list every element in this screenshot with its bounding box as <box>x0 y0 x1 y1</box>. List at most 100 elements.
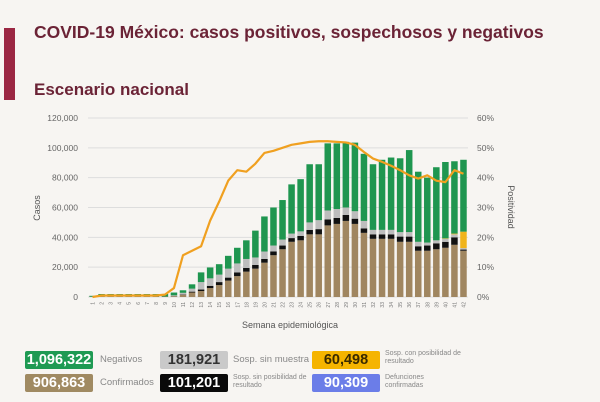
x-tick-label: 17 <box>235 302 241 308</box>
bar-segment-negativos <box>324 143 332 211</box>
bar-segment-sosp-sin-muestra <box>369 229 377 235</box>
bar-segment-sosp-sin-posibilidad-de-resultado <box>333 217 341 224</box>
y-tick-label: 60,000 <box>52 203 78 213</box>
bar-segment-negativos <box>433 167 440 241</box>
bar-segment-sosp-sin-muestra <box>261 251 268 259</box>
bar-segment-negativos <box>197 272 205 283</box>
x-tick-label: 34 <box>389 302 395 308</box>
x-tick-label: 26 <box>317 302 323 308</box>
bar-segment-negativos <box>288 184 295 234</box>
bar-segment-confirmados <box>288 241 295 297</box>
y2-tick-label: 60% <box>477 113 494 123</box>
bar-segment-negativos <box>369 164 377 230</box>
x-tick-label: 4 <box>118 302 124 305</box>
con-posibilidad-label: Sosp. con posibilidad de resultado <box>385 350 461 365</box>
bar-segment-negativos <box>442 162 449 239</box>
bar-segment-negativos <box>270 207 277 246</box>
x-axis-label: Semana epidemiológica <box>242 320 338 330</box>
x-tick-label: 13 <box>199 302 205 308</box>
defunciones-label: Defunciones confirmadas <box>385 374 424 389</box>
bar-segment-sosp-con-posibilidad-de-resultado <box>451 233 458 235</box>
bar-segment-negativos <box>224 255 232 269</box>
y2-tick-label: 50% <box>477 143 494 153</box>
y-tick-label: 120,000 <box>47 113 78 123</box>
bar-segment-sosp-sin-muestra <box>378 229 386 235</box>
x-tick-label: 9 <box>163 302 169 305</box>
y-axis-label: Casos <box>32 195 42 221</box>
bar-segment-sosp-sin-posibilidad-de-resultado <box>261 258 268 263</box>
bar-segment-negativos <box>333 143 341 209</box>
bar-segment-confirmados <box>369 238 377 297</box>
bar-segment-negativos <box>206 267 214 279</box>
bar-segment-sosp-sin-muestra <box>279 239 286 246</box>
bar-segment-negativos <box>297 179 304 232</box>
bar-segment-confirmados <box>261 262 268 297</box>
bar-segment-sosp-sin-muestra <box>342 207 350 215</box>
bar-segment-negativos <box>414 171 422 242</box>
bar-segment-sosp-sin-posibilidad-de-resultado <box>234 272 241 277</box>
bar-segment-sosp-sin-posibilidad-de-resultado <box>451 237 458 245</box>
bar-segment-sosp-sin-posibilidad-de-resultado <box>351 218 359 224</box>
bar-segment-sosp-sin-muestra <box>243 258 250 268</box>
x-tick-label: 36 <box>407 302 413 308</box>
bar-segment-confirmados <box>170 296 178 297</box>
bar-segment-sosp-sin-posibilidad-de-resultado <box>342 214 350 221</box>
bar-segment-negativos <box>451 161 458 234</box>
x-tick-label: 15 <box>217 302 223 308</box>
bar-segment-sosp-sin-posibilidad-de-resultado <box>224 277 232 281</box>
bar-segment-confirmados <box>442 247 449 297</box>
bar-segment-sosp-sin-posibilidad-de-resultado <box>315 229 322 235</box>
bar-segment-confirmados <box>396 241 404 297</box>
y-tick-label: 40,000 <box>52 232 78 242</box>
bar-segment-sosp-sin-muestra <box>333 208 341 218</box>
sin-muestra-label: Sosp. sin muestra <box>233 354 310 365</box>
y-tick-label: 80,000 <box>52 173 78 183</box>
x-tick-label: 27 <box>326 302 332 308</box>
x-tick-label: 31 <box>362 302 368 308</box>
x-tick-label: 11 <box>181 302 187 307</box>
bar-segment-sosp-sin-muestra <box>179 292 187 295</box>
bar-segment-sosp-sin-muestra <box>224 268 232 278</box>
bar-segment-sosp-sin-posibilidad-de-resultado <box>243 267 250 272</box>
bar-segment-negativos <box>261 216 268 252</box>
bar-segment-sosp-sin-posibilidad-de-resultado <box>197 289 205 292</box>
page-subtitle: Escenario nacional <box>34 80 189 99</box>
bar-segment-sosp-sin-muestra <box>306 222 313 230</box>
bar-segment-sosp-sin-muestra <box>252 257 259 265</box>
bar-segment-confirmados <box>414 250 422 297</box>
y2-tick-label: 0% <box>477 292 490 302</box>
bar-segment-negativos <box>243 240 250 259</box>
bar-segment-negativos <box>279 200 286 240</box>
bar-segment-sosp-sin-muestra <box>197 282 205 290</box>
bar-segment-confirmados <box>451 244 458 297</box>
bar-segment-negativos <box>387 157 395 230</box>
bar-segment-confirmados <box>405 241 413 297</box>
bar-segment-negativos <box>252 230 259 258</box>
bar-segment-confirmados <box>424 250 431 297</box>
bar-segment-confirmados <box>279 249 286 297</box>
bar-segment-sosp-sin-posibilidad-de-resultado <box>369 234 377 239</box>
bar-segment-sosp-sin-muestra <box>234 263 241 273</box>
bar-segment-sosp-sin-posibilidad-de-resultado <box>324 219 332 226</box>
x-tick-label: 7 <box>145 302 151 305</box>
bar-segment-confirmados <box>460 250 467 297</box>
bar-segment-sosp-sin-posibilidad-de-resultado <box>215 282 223 286</box>
bar-segment-negativos <box>351 142 359 212</box>
x-tick-label: 5 <box>127 302 133 305</box>
bar-segment-sosp-sin-posibilidad-de-resultado <box>297 235 304 241</box>
sin-posibilidad-label: Sosp. sin posibilidad de resultado <box>233 374 307 389</box>
confirmados-value: 906,863 <box>25 374 93 392</box>
y2-tick-label: 10% <box>477 262 494 272</box>
bar-segment-confirmados <box>324 225 332 297</box>
bar-segment-negativos <box>342 141 350 208</box>
x-tick-label: 2 <box>100 302 106 305</box>
sin-posibilidad-value: 101,201 <box>160 374 228 392</box>
bar-segment-confirmados <box>206 288 214 297</box>
y2-tick-label: 20% <box>477 232 494 242</box>
x-tick-label: 32 <box>371 302 377 308</box>
bar-segment-confirmados <box>215 285 223 297</box>
bar-segment-sosp-sin-muestra <box>414 241 422 247</box>
y-tick-label: 100,000 <box>47 143 78 153</box>
bar-segment-confirmados <box>270 255 277 297</box>
x-tick-label: 24 <box>299 302 305 308</box>
